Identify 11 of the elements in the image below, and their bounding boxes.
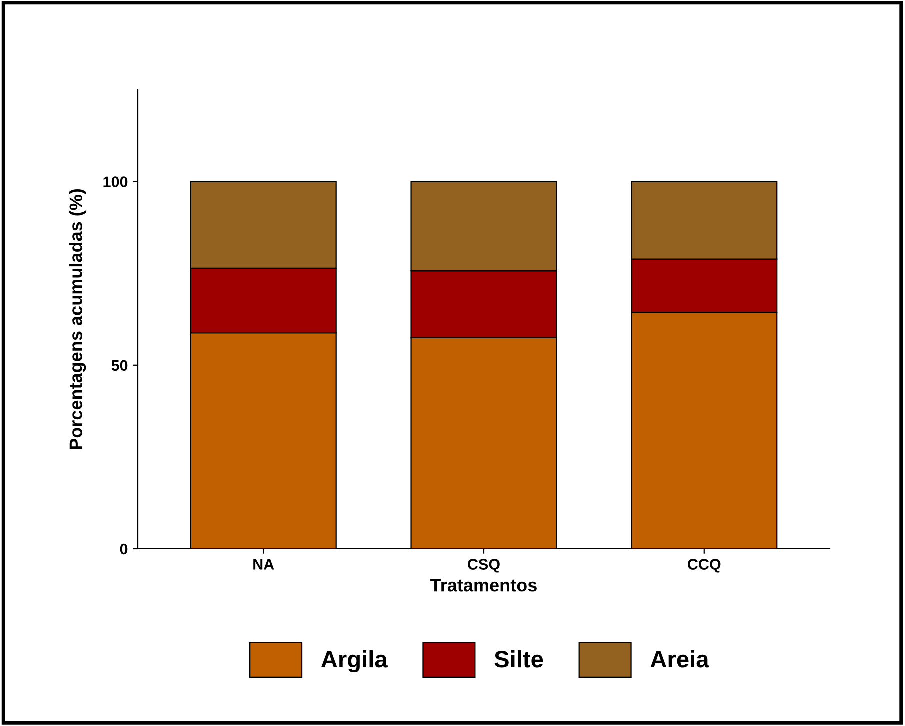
x-tick-label: NA (254, 559, 274, 570)
x-tick-label: CSQ (468, 559, 500, 573)
legend-label: Silte (494, 650, 544, 668)
x-tick-label: CCQ (688, 559, 721, 573)
legend-label: Argila (321, 650, 388, 673)
y-tick-label: 50 (112, 360, 128, 372)
y-tick-label: 0 (120, 544, 128, 555)
legend-label: Areia (650, 650, 710, 668)
x-axis-title: Tratamentos (430, 579, 537, 592)
y-axis-title: Porcentagens acumuladas (%) (69, 189, 86, 450)
y-tick-label: 100 (104, 176, 128, 188)
